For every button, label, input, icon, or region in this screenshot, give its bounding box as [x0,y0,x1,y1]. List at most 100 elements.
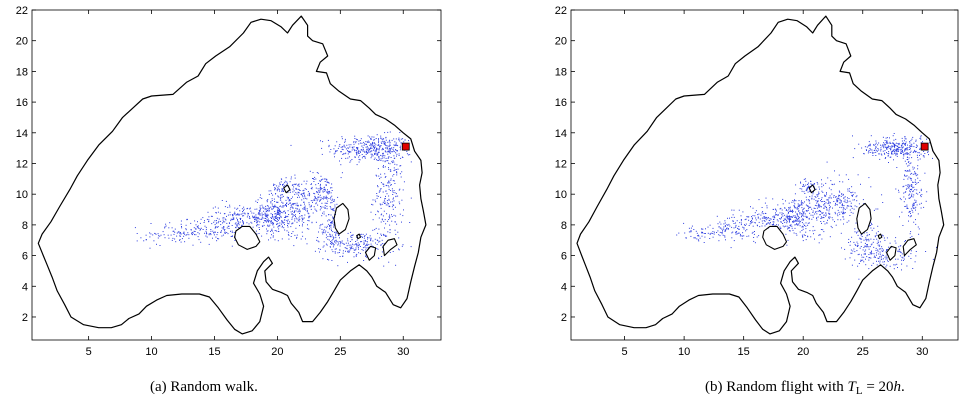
particle-point [914,172,916,174]
particle-point [365,146,367,148]
particle-point [924,153,926,154]
particle-point [754,222,756,224]
particle-point [876,234,878,236]
particle-point [889,142,891,144]
particle-point [322,198,324,200]
particle-point [370,151,372,153]
particle-point [352,234,354,236]
particle-point [274,188,276,190]
particle-point [780,218,782,220]
particle-point [751,216,752,218]
particle-point [786,216,788,218]
particle-point [334,248,336,250]
particle-point [776,219,778,221]
particle-point [876,242,878,244]
particle-point [849,200,851,202]
particle-point [701,228,703,230]
particle-point [271,208,272,210]
particle-point [317,198,319,200]
particle-point [322,258,324,260]
particle-point [875,147,877,148]
particle-point [799,220,801,222]
particle-point [907,161,909,163]
particle-point [308,195,310,197]
particle-point [271,220,273,222]
particle-point [356,154,358,156]
particle-point [165,225,167,227]
particle-point [901,137,903,139]
particle-point [394,221,396,223]
particle-point [688,231,690,233]
particle-point [825,214,827,216]
particle-point [364,156,366,158]
particle-point [303,209,305,210]
particle-point [308,216,310,218]
particle-point [889,148,891,149]
particle-point [396,144,398,146]
particle-point [393,161,395,163]
particle-point [396,171,398,173]
particle-point [693,237,695,239]
particle-point [701,235,703,237]
particle-point [683,222,685,224]
particle-point [868,254,870,255]
particle-point [817,205,819,207]
particle-point [263,210,265,212]
particle-point [287,219,289,221]
particle-point [294,193,296,195]
particle-point [905,138,907,140]
y-tick-label: 6 [561,251,567,263]
particle-point [880,256,882,258]
particle-point [388,186,390,188]
particle-point [810,183,812,185]
particle-point [187,232,189,234]
particle-point [323,206,325,208]
particle-point [879,253,881,255]
particle-point [746,229,748,231]
particle-point [231,236,233,237]
particle-point [345,250,346,252]
particle-point [388,198,390,200]
particle-point [909,197,911,199]
particle-point [828,218,830,220]
particle-point [903,140,905,142]
particle-point [685,237,687,239]
particle-point [761,212,763,214]
particle-point [856,232,857,234]
particle-point [912,181,913,183]
particle-point [880,150,882,152]
particle-point [900,252,902,254]
particle-point [913,221,915,223]
particle-point [375,149,377,151]
particle-point [797,219,798,221]
particle-point [885,157,887,158]
particle-point [909,170,911,172]
particle-point [351,149,353,151]
particle-point [790,211,792,212]
particle-point [291,233,293,234]
particle-point [746,235,748,237]
particle-point [879,256,880,258]
particle-point [733,209,735,211]
particle-point [770,222,771,224]
particle-point [303,198,305,200]
particle-point [300,194,302,195]
particle-point [856,195,858,197]
particle-point [770,218,772,220]
particle-point [216,226,218,228]
particle-point [284,212,286,214]
particle-point [878,142,880,144]
particle-point [812,230,814,232]
particle-point [338,252,340,253]
particle-point [211,223,213,225]
particle-point [358,140,360,142]
particle-point [801,200,802,202]
particle-point [323,245,325,247]
particle-point [868,238,870,240]
particle-point [221,235,223,237]
particle-point [769,223,771,225]
particle-point [880,153,882,155]
particle-point [323,186,325,188]
particle-point [268,190,270,192]
particle-point [889,137,890,139]
